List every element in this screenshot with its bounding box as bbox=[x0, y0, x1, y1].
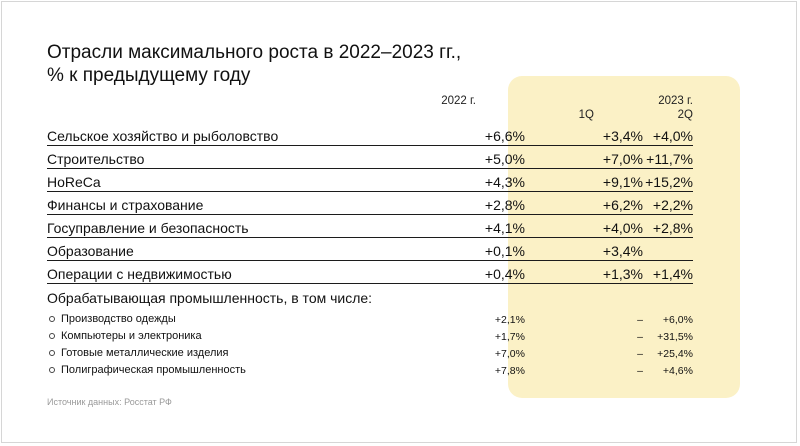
value-2023-2q: +25,4% bbox=[657, 348, 693, 360]
manufacturing-subheading: Обрабатывающая промышленность, в том чис… bbox=[47, 290, 373, 306]
value-2022: +7,8% bbox=[494, 365, 525, 377]
value-2022: +4,1% bbox=[484, 220, 525, 236]
list-item: Производство одежды +2,1% – +6,0% bbox=[47, 311, 693, 329]
title-line-2: % к предыдущему году bbox=[47, 65, 251, 86]
value-2023-2q: +31,5% bbox=[657, 331, 693, 343]
header-1q: 1Q bbox=[578, 109, 594, 121]
value-2023-2q: +4,6% bbox=[662, 365, 693, 377]
row-label: Образование bbox=[47, 243, 134, 259]
row-label: Строительство bbox=[47, 151, 145, 167]
value-2023-1q: +1,3% bbox=[602, 266, 643, 282]
title-line-1: Отрасли максимального роста в 2022–2023 … bbox=[47, 42, 462, 63]
row-divider bbox=[47, 237, 693, 238]
table-row: Образование +0,1% +3,4% bbox=[47, 239, 693, 261]
value-2023-1q: +9,1% bbox=[602, 174, 643, 190]
subrow-label: Производство одежды bbox=[61, 313, 176, 325]
value-2022: +2,1% bbox=[494, 314, 525, 326]
value-2023-1q: +3,4% bbox=[602, 243, 643, 259]
value-2022: +7,0% bbox=[494, 348, 525, 360]
value-2023-1q: +4,0% bbox=[602, 220, 643, 236]
list-item: Полиграфическая промышленность +7,8% – +4,6… bbox=[47, 362, 693, 380]
row-label: Операции с недвижимостью bbox=[47, 266, 232, 282]
list-item: Компьютеры и электроника +1,7% – +31,5% bbox=[47, 328, 693, 346]
row-divider bbox=[47, 145, 693, 146]
table-row: HoReCa +4,3% +9,1% +15,2% bbox=[47, 170, 693, 192]
source-note: Источник данных: Росстат РФ bbox=[47, 397, 172, 407]
value-2023-2q: +15,2% bbox=[645, 174, 693, 190]
value-2023-1q: – bbox=[637, 365, 643, 377]
value-2023-2q: +1,4% bbox=[652, 266, 693, 282]
table-row: Строительство +5,0% +7,0% +11,7% bbox=[47, 147, 693, 169]
value-2023-2q: +4,0% bbox=[652, 128, 693, 144]
table-row: Операции с недвижимостью +0,4% +1,3% +1,4% bbox=[47, 262, 693, 284]
row-label: Финансы и страхование bbox=[47, 197, 204, 213]
header-2023: 2023 г. bbox=[658, 95, 693, 107]
value-2023-1q: – bbox=[637, 314, 643, 326]
value-2023-2q: +2,8% bbox=[652, 220, 693, 236]
value-2023-1q: – bbox=[637, 331, 643, 343]
table-row: Сельское хозяйство и рыболовство +6,6% +3,… bbox=[47, 124, 693, 146]
row-divider bbox=[47, 283, 693, 284]
value-2023-2q: +6,0% bbox=[662, 314, 693, 326]
row-divider bbox=[47, 168, 693, 169]
value-2022: +0,1% bbox=[484, 243, 525, 259]
bullet-icon bbox=[49, 333, 55, 339]
list-item: Готовые металлические изделия +7,0% – +25,4… bbox=[47, 345, 693, 363]
row-divider bbox=[47, 214, 693, 215]
row-divider bbox=[47, 260, 693, 261]
row-label: Госуправление и безопасность bbox=[47, 220, 249, 236]
value-2022: +4,3% bbox=[484, 174, 525, 190]
value-2023-1q: +7,0% bbox=[602, 151, 643, 167]
header-2q: 2Q bbox=[677, 109, 693, 121]
bullet-icon bbox=[49, 367, 55, 373]
row-label: Сельское хозяйство и рыболовство bbox=[47, 128, 279, 144]
subrow-label: Готовые металлические изделия bbox=[61, 347, 229, 359]
value-2022: +5,0% bbox=[484, 151, 525, 167]
value-2023-2q: +11,7% bbox=[646, 151, 693, 167]
value-2023-1q: +3,4% bbox=[602, 128, 643, 144]
value-2022: +2,8% bbox=[484, 197, 525, 213]
chart-title: Отрасли максимального роста в 2022–2023 … bbox=[47, 41, 467, 87]
value-2023-1q: +6,2% bbox=[602, 197, 643, 213]
row-divider bbox=[47, 191, 693, 192]
value-2022: +0,4% bbox=[484, 266, 525, 282]
header-2022: 2022 г. bbox=[441, 95, 476, 107]
value-2023-2q: +2,2% bbox=[652, 197, 693, 213]
bullet-icon bbox=[49, 350, 55, 356]
bullet-icon bbox=[49, 316, 55, 322]
subrow-label: Полиграфическая промышленность bbox=[61, 364, 246, 376]
row-label: HoReCa bbox=[47, 174, 101, 190]
value-2022: +6,6% bbox=[484, 128, 525, 144]
subrow-label: Компьютеры и электроника bbox=[61, 330, 202, 342]
value-2023-1q: – bbox=[637, 348, 643, 360]
value-2022: +1,7% bbox=[494, 331, 525, 343]
table-row: Госуправление и безопасность +4,1% +4,0% +2… bbox=[47, 216, 693, 238]
table-row: Финансы и страхование +2,8% +6,2% +2,2% bbox=[47, 193, 693, 215]
